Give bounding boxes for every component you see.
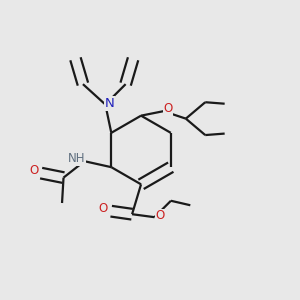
- Text: N: N: [104, 97, 114, 110]
- Text: O: O: [98, 202, 107, 215]
- Text: O: O: [29, 164, 38, 177]
- Text: NH: NH: [68, 152, 86, 165]
- Text: O: O: [163, 102, 172, 115]
- Text: O: O: [155, 209, 164, 222]
